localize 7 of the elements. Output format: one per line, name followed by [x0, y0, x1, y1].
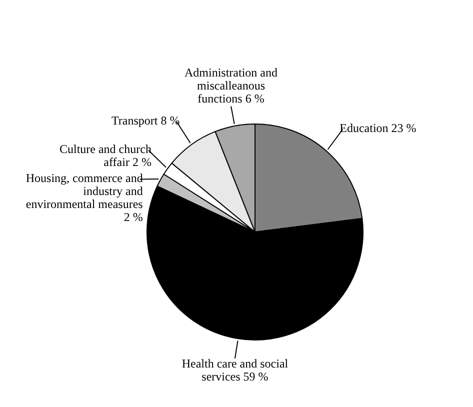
slice-label: Transport 8 % [112, 113, 180, 128]
slice-label: Education 23 % [340, 120, 416, 135]
data-label: 2 % [124, 210, 143, 224]
slice-label: Housing, commerce and industry and environmental measures [26, 170, 144, 211]
slice-label: Health care and social services 59 % [182, 356, 289, 384]
slice-label: Culture and church affair 2 % [59, 142, 152, 169]
slice-label: Administration and miscalleanous functions 6 % [184, 65, 278, 106]
